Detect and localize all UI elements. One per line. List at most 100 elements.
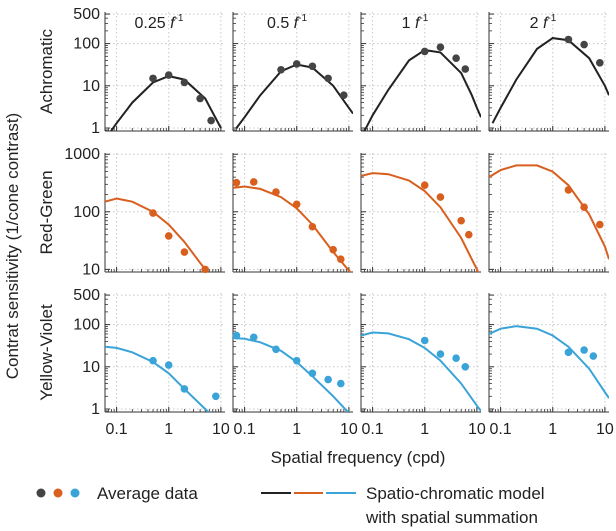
column-header-value: 0.25: [135, 15, 171, 32]
column-header-unit: f: [294, 15, 300, 32]
model-curve: [363, 49, 481, 131]
y-tick-label: 1: [91, 401, 100, 418]
x-tick-label: 10: [596, 421, 614, 438]
legend: Average data Spatio-chromatic model with…: [36, 484, 545, 527]
y-tick-label: 10: [82, 359, 100, 376]
data-point: [249, 333, 258, 342]
data-point: [149, 209, 157, 217]
column-header-value: 1: [402, 15, 415, 32]
data-point: [329, 245, 337, 254]
data-point: [232, 331, 241, 340]
data-point: [212, 392, 220, 401]
column-header: 0.25 f-1: [135, 13, 184, 32]
panel: [232, 153, 353, 273]
x-tick-label: 10: [340, 421, 358, 438]
data-point: [201, 265, 209, 274]
data-point: [564, 186, 573, 194]
panel: [488, 153, 609, 273]
x-tick-label: 10: [468, 421, 486, 438]
row-label: Red-Green: [37, 170, 56, 254]
data-point: [436, 193, 445, 201]
data-point: [324, 74, 332, 83]
x-tick-label: 1: [548, 421, 557, 438]
panel: 0.1 1 10: [488, 293, 614, 438]
panel: 0.1 1 10: [360, 293, 486, 438]
x-tick-label: 1: [420, 421, 429, 438]
model-curve: [361, 172, 480, 272]
model-curve: [235, 63, 353, 129]
column-header-exponent: -1: [419, 13, 428, 24]
data-point: [272, 188, 280, 196]
column-header-value: 2: [530, 15, 543, 32]
panel: 1 f-1: [360, 12, 481, 132]
column-header-exponent: -1: [547, 13, 556, 24]
data-point: [340, 91, 348, 99]
data-point: [580, 346, 588, 354]
data-point: [196, 94, 204, 103]
panel: 2 f-1: [488, 12, 609, 132]
legend-dot-red-green: [53, 488, 63, 498]
data-point: [180, 385, 189, 393]
panel: 1 10 100 500 0.25 f-1: [73, 6, 225, 137]
data-point: [292, 356, 301, 365]
model-curve: [105, 197, 209, 272]
data-point: [589, 352, 598, 360]
column-header-unit: f: [170, 15, 176, 32]
x-tick-label: 1: [164, 421, 173, 438]
model-curve: [109, 75, 222, 131]
data-point: [308, 369, 317, 378]
data-point: [436, 43, 445, 52]
x-tick-label: 10: [212, 421, 230, 438]
data-point: [207, 116, 215, 125]
data-point: [149, 74, 157, 83]
data-point: [232, 178, 241, 187]
y-tick-label: 1000: [64, 146, 100, 163]
data-point: [164, 361, 173, 369]
legend-data-label: Average data: [97, 484, 198, 503]
legend-model-label-line1: Spatio-chromatic model: [366, 484, 545, 503]
model-curve: [233, 337, 350, 412]
column-header-unit: f: [543, 15, 549, 32]
data-point: [420, 181, 429, 189]
data-point: [420, 47, 429, 56]
x-tick-label: 0.1: [361, 421, 383, 438]
data-point: [277, 65, 285, 74]
x-tick-label: 0.1: [489, 421, 511, 438]
x-tick-label: 1: [292, 421, 301, 438]
panel: 1 10 100 500 0.1 1 10: [73, 287, 230, 438]
data-point: [436, 350, 445, 358]
y-tick-label: 10: [82, 261, 100, 278]
data-point: [461, 65, 470, 73]
column-header-exponent: -1: [298, 13, 307, 24]
data-point: [164, 71, 173, 79]
data-point: [336, 255, 345, 264]
y-tick-label: 100: [73, 317, 100, 334]
x-tick-label: 0.1: [233, 421, 255, 438]
data-point: [464, 230, 473, 239]
data-point: [308, 222, 317, 231]
data-point: [580, 203, 588, 212]
data-point: [420, 336, 429, 345]
column-header: 1 f-1: [402, 13, 429, 32]
data-point: [580, 40, 588, 49]
data-point: [308, 62, 317, 71]
y-axis-title: Contrat sensitivity (1/cone contrast): [3, 113, 22, 379]
data-point: [180, 78, 189, 87]
panel: [360, 153, 481, 273]
y-tick-label: 10: [82, 78, 100, 95]
y-tick-label: 500: [73, 6, 100, 23]
model-curve: [105, 345, 210, 412]
y-tick-label: 500: [73, 287, 100, 304]
data-point: [272, 345, 280, 354]
panel: 0.1 1 10: [232, 293, 358, 438]
model-curve: [489, 325, 609, 399]
data-point: [564, 35, 573, 44]
model-curve: [233, 185, 352, 272]
panel: 0.5 f-1: [232, 12, 353, 132]
data-point: [452, 54, 460, 63]
column-header-value: 0.5: [267, 15, 294, 32]
column-header: 0.5 f-1: [267, 13, 307, 32]
data-point: [596, 220, 604, 229]
